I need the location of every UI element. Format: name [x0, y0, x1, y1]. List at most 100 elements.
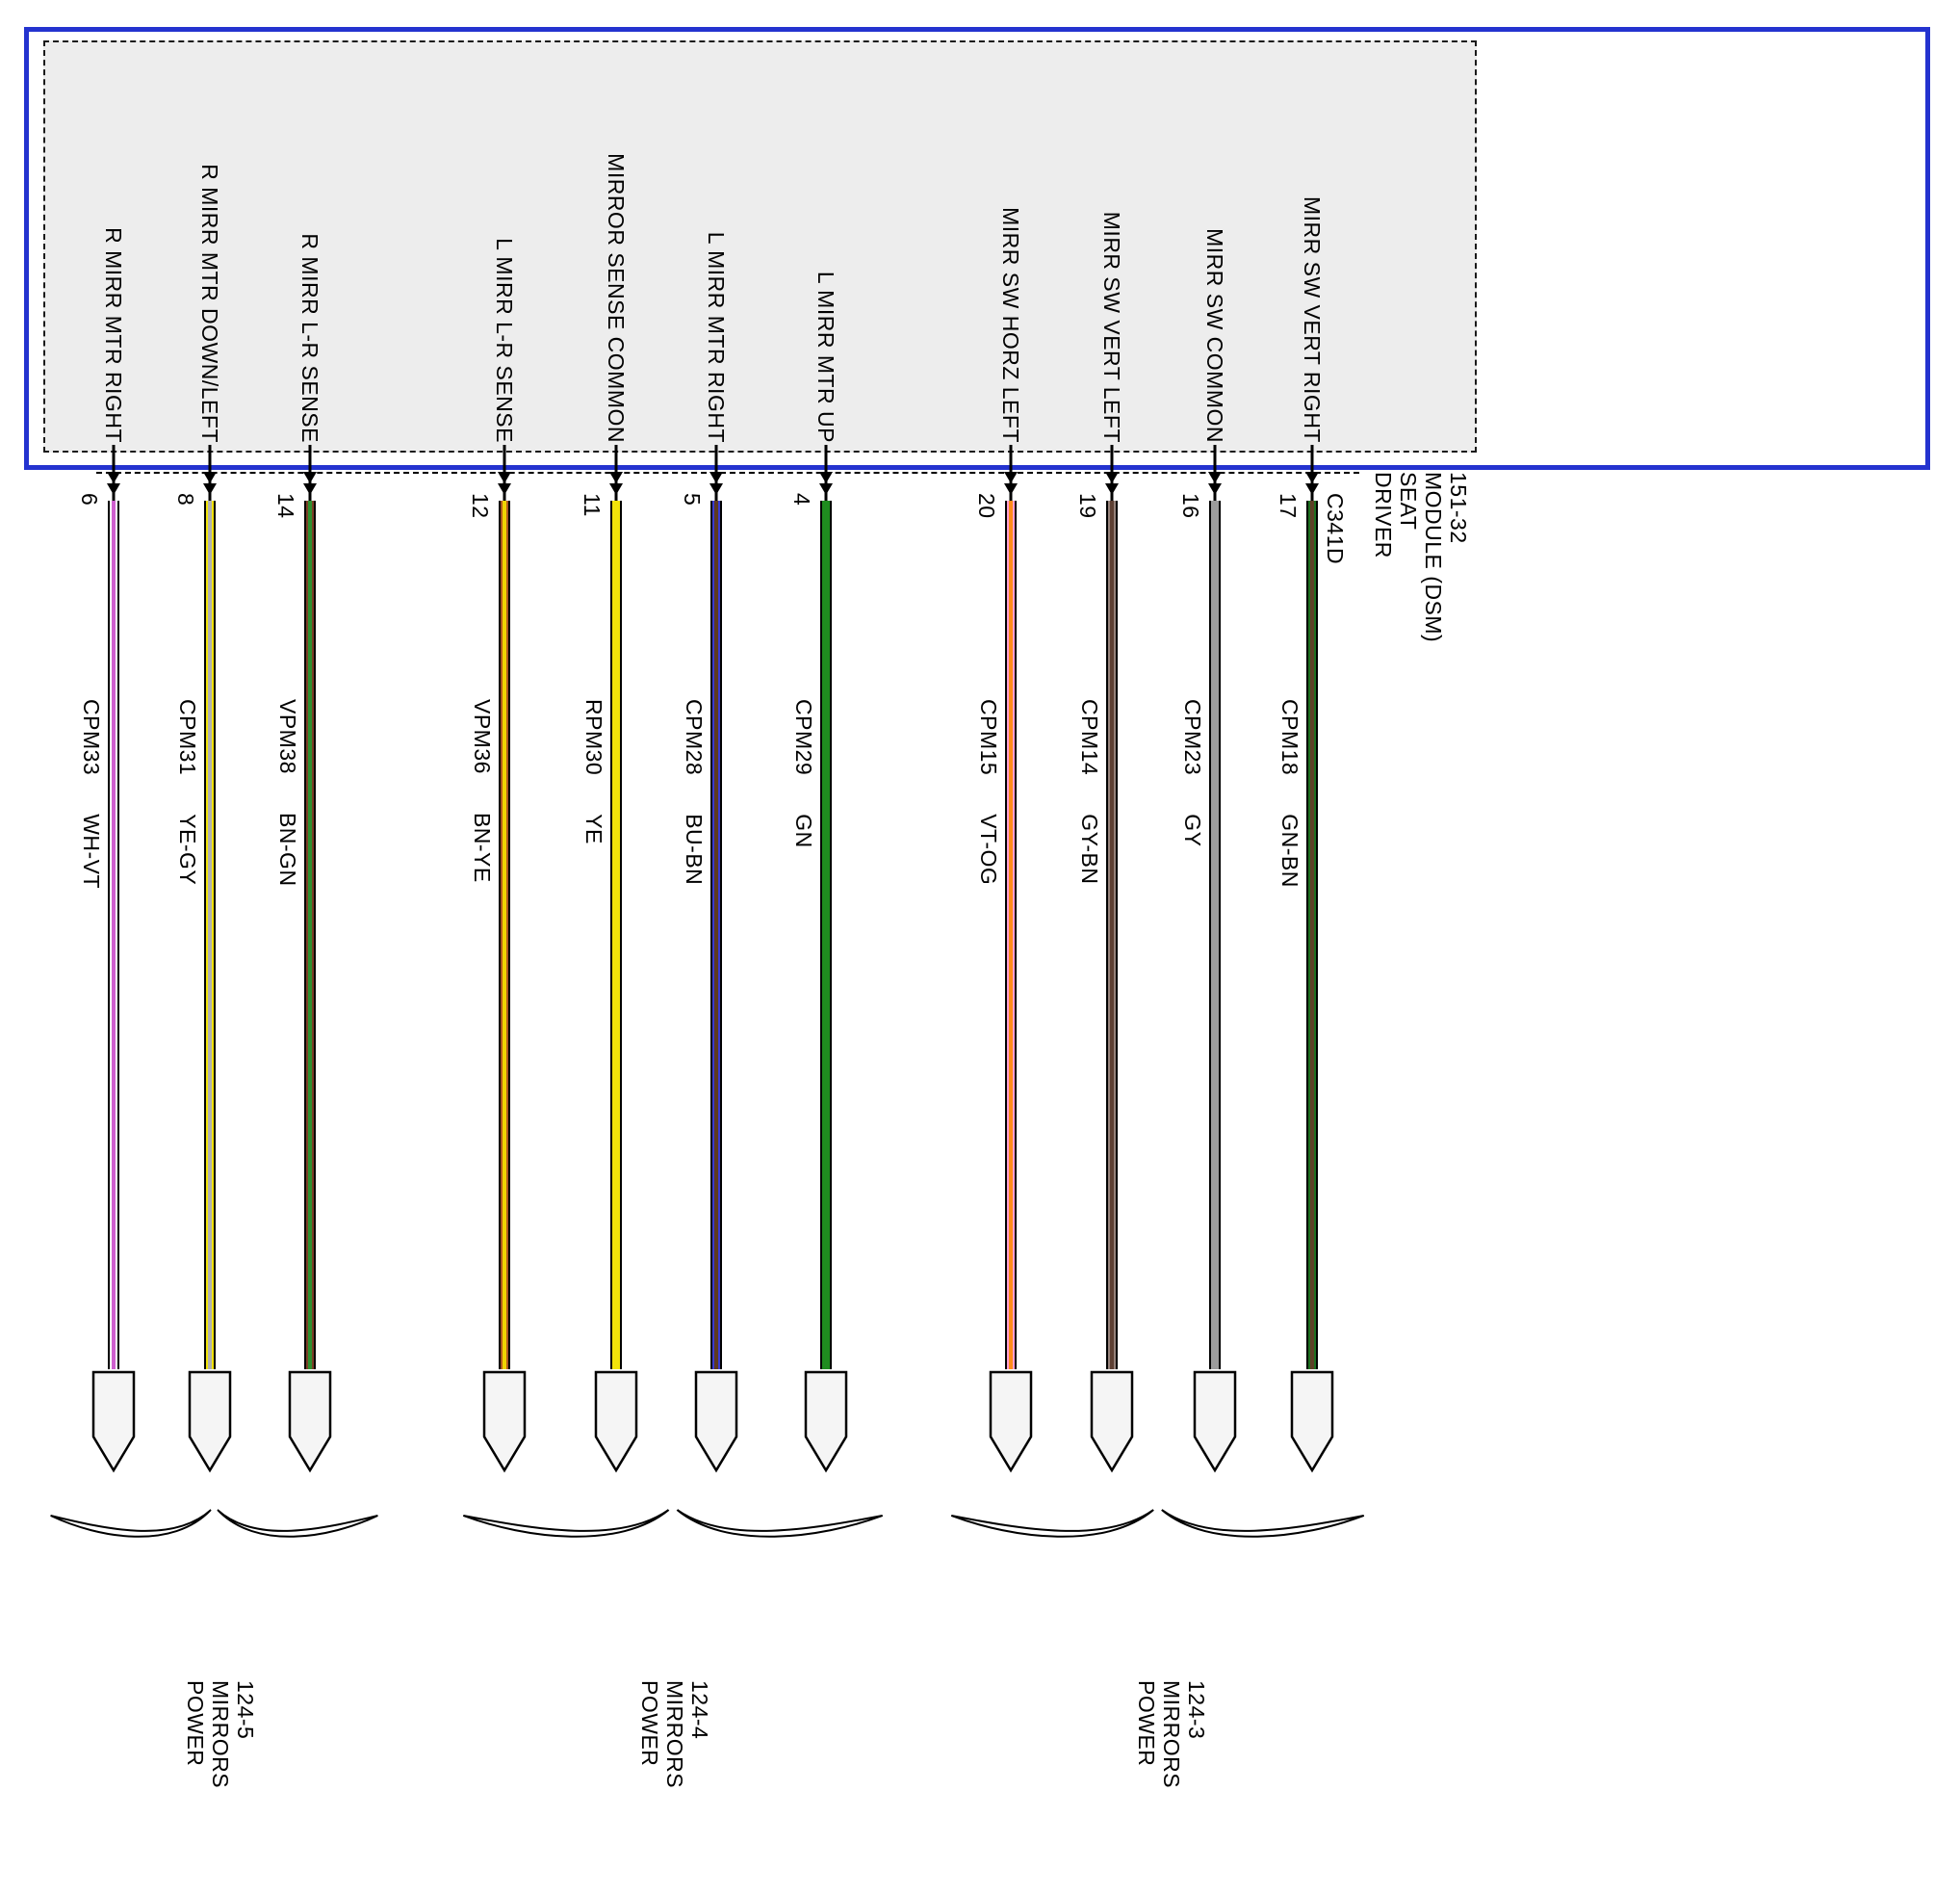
harness-label-line: 124-5 — [233, 1680, 258, 1740]
module-box — [43, 40, 1477, 453]
terminal-connector-icon — [1290, 1370, 1334, 1473]
wire-color-code: GY — [1180, 814, 1205, 847]
connector-dashed-line — [96, 472, 1359, 474]
harness-label: POWER MIRRORS 124-3 — [1134, 1680, 1209, 1788]
wire — [1106, 501, 1118, 1369]
wire — [499, 501, 510, 1369]
terminal-connector-icon — [91, 1370, 136, 1473]
harness-label-line: POWER — [637, 1680, 662, 1767]
circuit-id: CPM28 — [682, 699, 707, 776]
harness-breakout-icon — [950, 1509, 1365, 1538]
circuit-id: CPM31 — [175, 699, 200, 776]
pin-number-label: 20 — [974, 493, 999, 519]
pin-function-label: L MIRR MTR RIGHT — [704, 231, 729, 443]
wire — [108, 501, 119, 1369]
pin-arrow-icon — [819, 445, 833, 501]
wire — [1306, 501, 1318, 1369]
circuit-label: VPM38 BN-GN — [275, 699, 300, 887]
terminal-connector-icon — [594, 1370, 638, 1473]
terminal-connector-icon — [482, 1370, 527, 1473]
pin-arrow-icon — [1305, 445, 1319, 501]
pin-function-label: MIRR SW HORZ LEFT — [998, 207, 1023, 443]
circuit-label: CPM29 GN — [791, 699, 816, 848]
pin-number-label: 16 — [1178, 493, 1203, 519]
wire-stripe — [112, 501, 116, 1369]
pin-function-label: MIRR SW VERT LEFT — [1099, 211, 1124, 443]
terminal-connector-icon — [804, 1370, 848, 1473]
harness-label-line: POWER — [183, 1680, 208, 1767]
terminal-connector-icon — [694, 1370, 738, 1473]
wire-stripe — [1310, 501, 1314, 1369]
circuit-label: CPM14 GY-BN — [1077, 699, 1102, 884]
circuit-label: CPM23 GY — [1180, 699, 1205, 846]
harness-label-line: MIRRORS — [1159, 1680, 1184, 1789]
terminal-connector-icon — [188, 1370, 232, 1473]
pin-arrow-icon — [303, 445, 317, 501]
circuit-id: CPM33 — [79, 699, 104, 776]
circuit-id: RPM30 — [581, 699, 606, 776]
harness-label: POWER MIRRORS 124-4 — [637, 1680, 712, 1788]
module-label: DRIVER SEAT MODULE (DSM) 151-32 — [1371, 472, 1471, 642]
pin-arrow-icon — [1105, 445, 1119, 501]
terminal-connector-icon — [989, 1370, 1033, 1473]
circuit-id: VPM38 — [275, 699, 300, 774]
circuit-label: VPM36 BN-YE — [470, 699, 495, 883]
wire-color-code: GN — [791, 814, 816, 848]
wire-stripe — [1009, 501, 1013, 1369]
pin-arrow-icon — [609, 445, 623, 501]
wire-color-code: WH-VT — [79, 814, 104, 890]
harness-label-line: POWER — [1134, 1680, 1159, 1767]
terminal-connector-icon — [1193, 1370, 1237, 1473]
harness-breakout-icon — [50, 1509, 378, 1538]
wire — [820, 501, 832, 1369]
circuit-id: CPM29 — [791, 699, 816, 776]
harness-label: POWER MIRRORS 124-5 — [183, 1680, 258, 1788]
circuit-label: RPM30 YE — [581, 699, 606, 844]
circuit-label: CPM28 BU-BN — [682, 699, 707, 885]
pin-arrow-icon — [1208, 445, 1222, 501]
circuit-id: CPM18 — [1277, 699, 1302, 776]
wire — [1005, 501, 1017, 1369]
pin-arrow-icon — [498, 445, 511, 501]
pin-number-label: 14 — [273, 493, 298, 519]
pin-number-label: 8 — [173, 493, 198, 506]
pin-function-label: R MIRR MTR DOWN/LEFT — [197, 164, 222, 443]
wire — [204, 501, 216, 1369]
pin-function-label: R MIRR MTR RIGHT — [101, 227, 126, 443]
wire-color-code: VT-OG — [976, 814, 1001, 886]
wire — [610, 501, 622, 1369]
connector-label: C341D — [1323, 493, 1348, 565]
pin-function-label: MIRROR SENSE COMMON — [604, 153, 629, 443]
circuit-id: CPM14 — [1077, 699, 1102, 776]
pin-number-label: 17 — [1276, 493, 1301, 519]
circuit-id: VPM36 — [470, 699, 495, 774]
pin-function-label: R MIRR L-R SENSE — [297, 233, 322, 443]
harness-label-line: MIRRORS — [662, 1680, 687, 1789]
module-label-line: DRIVER — [1371, 472, 1396, 558]
module-label-line: 151-32 — [1446, 472, 1471, 544]
pin-function-label: L MIRR MTR UP — [813, 271, 838, 443]
terminal-connector-icon — [288, 1370, 332, 1473]
wire-stripe — [1110, 501, 1114, 1369]
wire — [1209, 501, 1221, 1369]
wire-color-code: BN-YE — [470, 812, 495, 883]
pin-number-label: 6 — [77, 493, 102, 506]
pin-arrow-icon — [203, 445, 217, 501]
pin-number-label: 12 — [468, 493, 493, 519]
wire-color-code: GN-BN — [1277, 814, 1302, 888]
wire — [710, 501, 722, 1369]
terminal-connector-icon — [1090, 1370, 1134, 1473]
pin-arrow-icon — [107, 445, 120, 501]
circuit-id: CPM15 — [976, 699, 1001, 776]
wire-color-code: YE — [581, 814, 606, 844]
pin-number-label: 11 — [580, 493, 605, 517]
wire-stripe — [308, 501, 312, 1369]
wire-stripe — [714, 501, 718, 1369]
harness-breakout-icon — [462, 1509, 884, 1538]
harness-label-line: MIRRORS — [208, 1680, 233, 1789]
wire-color-code: BN-GN — [275, 812, 300, 887]
wire-color-code: YE-GY — [175, 814, 200, 886]
harness-label-line: 124-4 — [687, 1680, 712, 1740]
pin-number-label: 5 — [680, 493, 705, 506]
pin-number-label: 19 — [1075, 493, 1100, 519]
